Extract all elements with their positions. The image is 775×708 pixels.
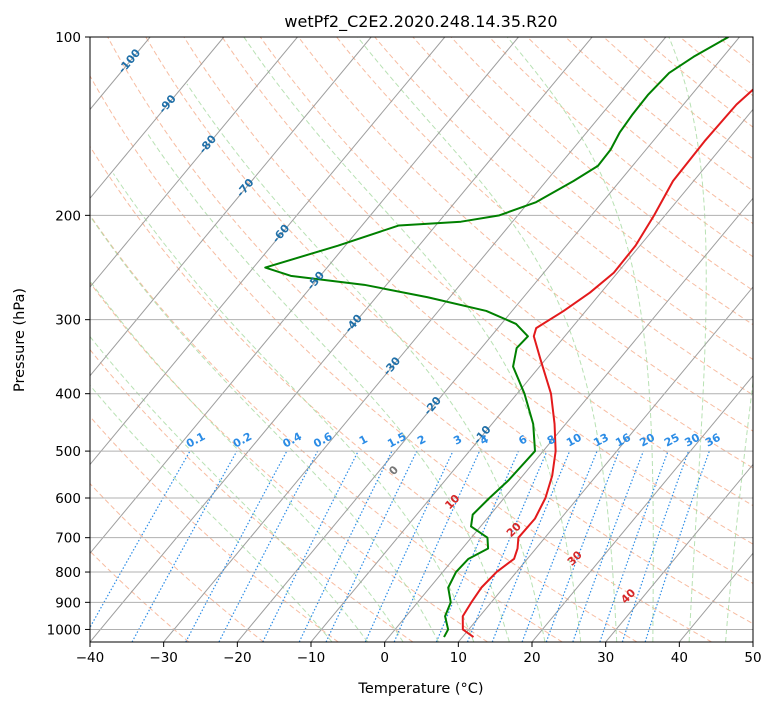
mixing-ratio-label: 30	[682, 431, 702, 450]
dry-adiabat-line	[90, 281, 488, 642]
x-tick-label: −10	[297, 650, 326, 666]
mixing-ratio-line	[325, 450, 418, 642]
isotherm-line	[752, 641, 753, 642]
dry-adiabat-line	[107, 37, 753, 625]
x-tick-label: 40	[671, 650, 688, 666]
x-axis-title: Temperature (°C)	[357, 681, 483, 697]
isotherm-line	[90, 37, 446, 466]
x-tick-label: 0	[380, 650, 389, 666]
y-axis-title: Pressure (hPa)	[12, 288, 28, 392]
isotherm-line	[90, 37, 593, 642]
mixing-ratio-label: 36	[703, 431, 723, 450]
dry-adiabat-line	[90, 74, 712, 642]
y-tick-label: 200	[55, 208, 81, 224]
x-tick-label: −20	[223, 650, 252, 666]
x-axis: −40 −30 −20 −10 0 10 20 30 40 50	[76, 642, 762, 666]
x-tick-label: 20	[523, 650, 540, 666]
dry-adiabat-line	[374, 37, 753, 361]
moist-adiabat-line	[112, 173, 475, 642]
dry-adiabat-line	[90, 482, 264, 642]
moist-adiabat-line	[506, 37, 654, 642]
y-tick-label: 700	[55, 531, 81, 547]
mixing-ratio-line	[621, 450, 690, 642]
moist-adiabat-line	[186, 83, 546, 642]
moist-adiabat-line	[725, 377, 753, 642]
y-tick-label: 800	[55, 565, 81, 581]
mixing-ratio-line	[491, 450, 571, 642]
mixing-ratio-line	[545, 450, 620, 642]
isotherm-line	[0, 37, 3, 642]
mixing-ratio-line	[185, 450, 288, 642]
y-axis: 1000 900 800 700 600 500 400 300 200 100	[47, 30, 90, 638]
chart-title: wetPf2_C2E2.2020.248.14.35.R20	[284, 12, 557, 32]
mixing-ratio-line	[599, 450, 669, 642]
y-tick-label: 1000	[47, 622, 81, 638]
isotherm-line	[90, 37, 225, 200]
plot-frame	[89, 36, 754, 643]
isotherm-line	[310, 108, 753, 642]
dry-adiabat-line	[90, 145, 638, 642]
mixing-ratio-label: 25	[662, 431, 682, 450]
y-tick-label: 300	[55, 313, 81, 329]
x-tick-label: 30	[597, 650, 614, 666]
mixing-ratio-label: 20	[637, 431, 657, 450]
x-tick-label: 50	[744, 650, 761, 666]
mixing-ratio-label: 16	[613, 431, 633, 450]
isotherm-line	[90, 37, 372, 377]
moist-adiabat-line	[668, 37, 707, 642]
moist-adiabat-line	[90, 384, 333, 642]
mixing-ratio-label: 10	[564, 431, 584, 450]
dry-adiabat-line	[412, 37, 753, 326]
y-tick-label: 600	[55, 491, 81, 507]
moist-adiabat-line	[90, 280, 404, 642]
mixing-ratio-line	[218, 450, 319, 642]
y-tick-label: 900	[55, 595, 81, 611]
isotherm-line	[90, 37, 519, 555]
isotherm-line	[236, 37, 740, 642]
mixing-ratio-line	[393, 450, 481, 642]
mixing-ratio-line	[644, 450, 710, 642]
profiles	[264, 37, 753, 638]
temperature-profile	[461, 88, 753, 638]
mixing-ratio-line	[364, 450, 454, 642]
isotherm-line	[531, 374, 753, 642]
isotherm-line	[163, 37, 667, 642]
mixing-ratio-line	[90, 450, 191, 629]
y-tick-label: 500	[55, 444, 81, 460]
mixing-ratio-line	[572, 450, 644, 642]
isotherm-line	[90, 37, 298, 288]
mixing-ratio-line	[262, 450, 359, 642]
moist-adiabat-line	[243, 37, 582, 642]
x-tick-label: 10	[450, 650, 467, 666]
isotherm-line	[384, 197, 753, 642]
dry-adiabat-line	[259, 37, 753, 469]
special-adiabat-line	[0, 37, 62, 642]
mixing-ratio-line	[131, 450, 238, 642]
plot-background	[90, 37, 753, 642]
dewpoint-profile	[264, 37, 729, 638]
isotherm-line	[457, 286, 753, 642]
y-tick-label: 100	[55, 30, 81, 46]
isotherm-line	[605, 463, 753, 642]
y-tick-label: 400	[55, 387, 81, 403]
mixing-ratio-label: 13	[591, 431, 611, 450]
background-lines	[0, 37, 775, 642]
mixing-ratio-line	[521, 450, 598, 642]
x-tick-label: −30	[149, 650, 178, 666]
x-tick-label: −40	[76, 650, 105, 666]
moist-adiabat-line	[90, 215, 439, 642]
mixing-ratio-line	[466, 450, 548, 642]
dry-adiabat-line	[756, 37, 775, 642]
dry-adiabat-line	[90, 214, 563, 642]
